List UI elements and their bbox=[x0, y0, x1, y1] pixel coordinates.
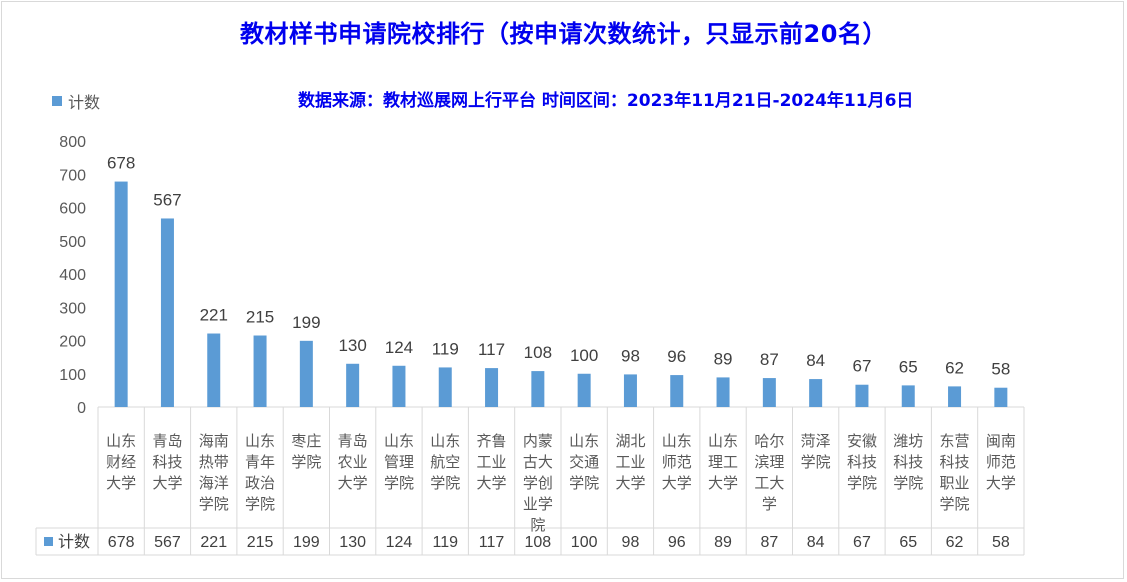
bar bbox=[716, 377, 730, 407]
data-label: 130 bbox=[338, 336, 366, 355]
table-value: 58 bbox=[992, 534, 1010, 551]
data-label: 124 bbox=[385, 338, 413, 357]
data-label: 87 bbox=[760, 350, 779, 369]
bar bbox=[670, 375, 684, 407]
data-label: 62 bbox=[945, 358, 964, 377]
data-label: 119 bbox=[432, 339, 459, 358]
legend: 计数 bbox=[52, 89, 100, 113]
category-label: 安徽科技学院 bbox=[847, 432, 877, 492]
table-value: 84 bbox=[807, 534, 825, 551]
category-label: 山东师范大学 bbox=[662, 432, 692, 492]
category-label: 青岛科技大学 bbox=[152, 432, 182, 492]
category-label: 潍坊科技学院 bbox=[893, 432, 923, 492]
category-label: 哈尔滨理工大学 bbox=[754, 432, 784, 513]
category-label: 山东交通学院 bbox=[569, 432, 599, 492]
y-tick-label: 400 bbox=[59, 267, 86, 284]
data-label: 96 bbox=[667, 347, 686, 366]
table-value: 678 bbox=[108, 534, 135, 551]
data-label: 567 bbox=[153, 190, 181, 209]
bar bbox=[948, 386, 962, 407]
data-label: 678 bbox=[107, 154, 135, 173]
legend-swatch bbox=[52, 96, 62, 106]
data-label: 98 bbox=[621, 346, 640, 365]
category-label: 湖北工业大学 bbox=[615, 432, 645, 492]
bar bbox=[901, 385, 915, 407]
bar bbox=[392, 365, 406, 407]
bar bbox=[994, 387, 1008, 407]
category-label: 山东理工大学 bbox=[708, 432, 738, 492]
table-value: 67 bbox=[853, 534, 871, 551]
category-label: 海南热带海洋学院 bbox=[199, 432, 229, 513]
y-tick-label: 700 bbox=[59, 167, 86, 184]
table-series-name: 计数 bbox=[58, 532, 90, 551]
data-label: 65 bbox=[899, 357, 918, 376]
bar bbox=[114, 181, 128, 407]
bar bbox=[623, 374, 637, 407]
bar bbox=[762, 378, 776, 407]
category-label: 菏泽学院 bbox=[801, 432, 831, 471]
y-tick-label: 200 bbox=[59, 334, 86, 351]
bar bbox=[855, 384, 869, 407]
bar bbox=[531, 371, 545, 407]
table-value: 199 bbox=[293, 534, 320, 551]
y-tick-label: 500 bbox=[59, 234, 86, 251]
bar bbox=[577, 373, 591, 407]
legend-label: 计数 bbox=[68, 93, 101, 112]
table-legend-swatch bbox=[44, 537, 53, 546]
table-value: 62 bbox=[946, 534, 964, 551]
data-label: 67 bbox=[852, 357, 871, 376]
chart-subtitle: 数据来源：教材巡展网上行平台 时间区间：2023年11月21日-2024年11月… bbox=[298, 91, 914, 111]
y-tick-label: 800 bbox=[59, 134, 86, 151]
data-label: 84 bbox=[806, 351, 825, 370]
data-label: 100 bbox=[570, 346, 598, 365]
table-value: 117 bbox=[479, 534, 505, 551]
category-label: 内蒙古大学创业学院 bbox=[523, 432, 553, 534]
y-tick-label: 100 bbox=[59, 367, 86, 384]
data-label: 215 bbox=[246, 308, 274, 327]
category-label: 齐鲁工业大学 bbox=[477, 432, 507, 492]
bar bbox=[299, 340, 313, 407]
category-label: 山东航空学院 bbox=[430, 432, 460, 492]
bar bbox=[485, 368, 499, 407]
bar bbox=[438, 367, 452, 407]
table-value: 87 bbox=[760, 534, 778, 551]
y-tick-label: 0 bbox=[77, 400, 86, 417]
table-value: 98 bbox=[622, 534, 640, 551]
y-tick-label: 300 bbox=[59, 300, 86, 317]
table-value: 215 bbox=[247, 534, 274, 551]
bar bbox=[809, 379, 823, 407]
data-label: 117 bbox=[478, 340, 505, 359]
data-label: 199 bbox=[292, 313, 320, 332]
table-value: 124 bbox=[386, 534, 413, 551]
table-value: 100 bbox=[571, 534, 598, 551]
data-label: 89 bbox=[714, 349, 733, 368]
bar bbox=[253, 335, 267, 407]
category-label: 山东财经大学 bbox=[106, 432, 136, 492]
data-label: 221 bbox=[200, 306, 228, 325]
y-tick-label: 600 bbox=[59, 201, 86, 218]
table-value: 96 bbox=[668, 534, 686, 551]
bar bbox=[160, 218, 174, 407]
data-label: 58 bbox=[991, 360, 1010, 379]
category-label: 枣庄学院 bbox=[291, 432, 321, 471]
chart-title: 教材样书申请院校排行（按申请次数统计，只显示前20名） bbox=[240, 20, 887, 48]
table-value: 89 bbox=[714, 534, 732, 551]
data-label: 108 bbox=[524, 343, 552, 362]
bar bbox=[346, 363, 360, 407]
table-value: 65 bbox=[899, 534, 917, 551]
category-label: 山东管理学院 bbox=[384, 432, 414, 492]
bar bbox=[207, 333, 221, 407]
table-value: 108 bbox=[524, 534, 551, 551]
table-value: 119 bbox=[432, 534, 458, 551]
table-value: 221 bbox=[200, 534, 227, 551]
category-label: 山东青年政治学院 bbox=[245, 432, 275, 513]
category-label: 青岛农业大学 bbox=[338, 432, 368, 492]
category-label: 闽南师范大学 bbox=[986, 432, 1016, 492]
table-value: 567 bbox=[154, 534, 181, 551]
category-label: 东营科技职业学院 bbox=[940, 432, 970, 513]
table-value: 130 bbox=[339, 534, 366, 551]
